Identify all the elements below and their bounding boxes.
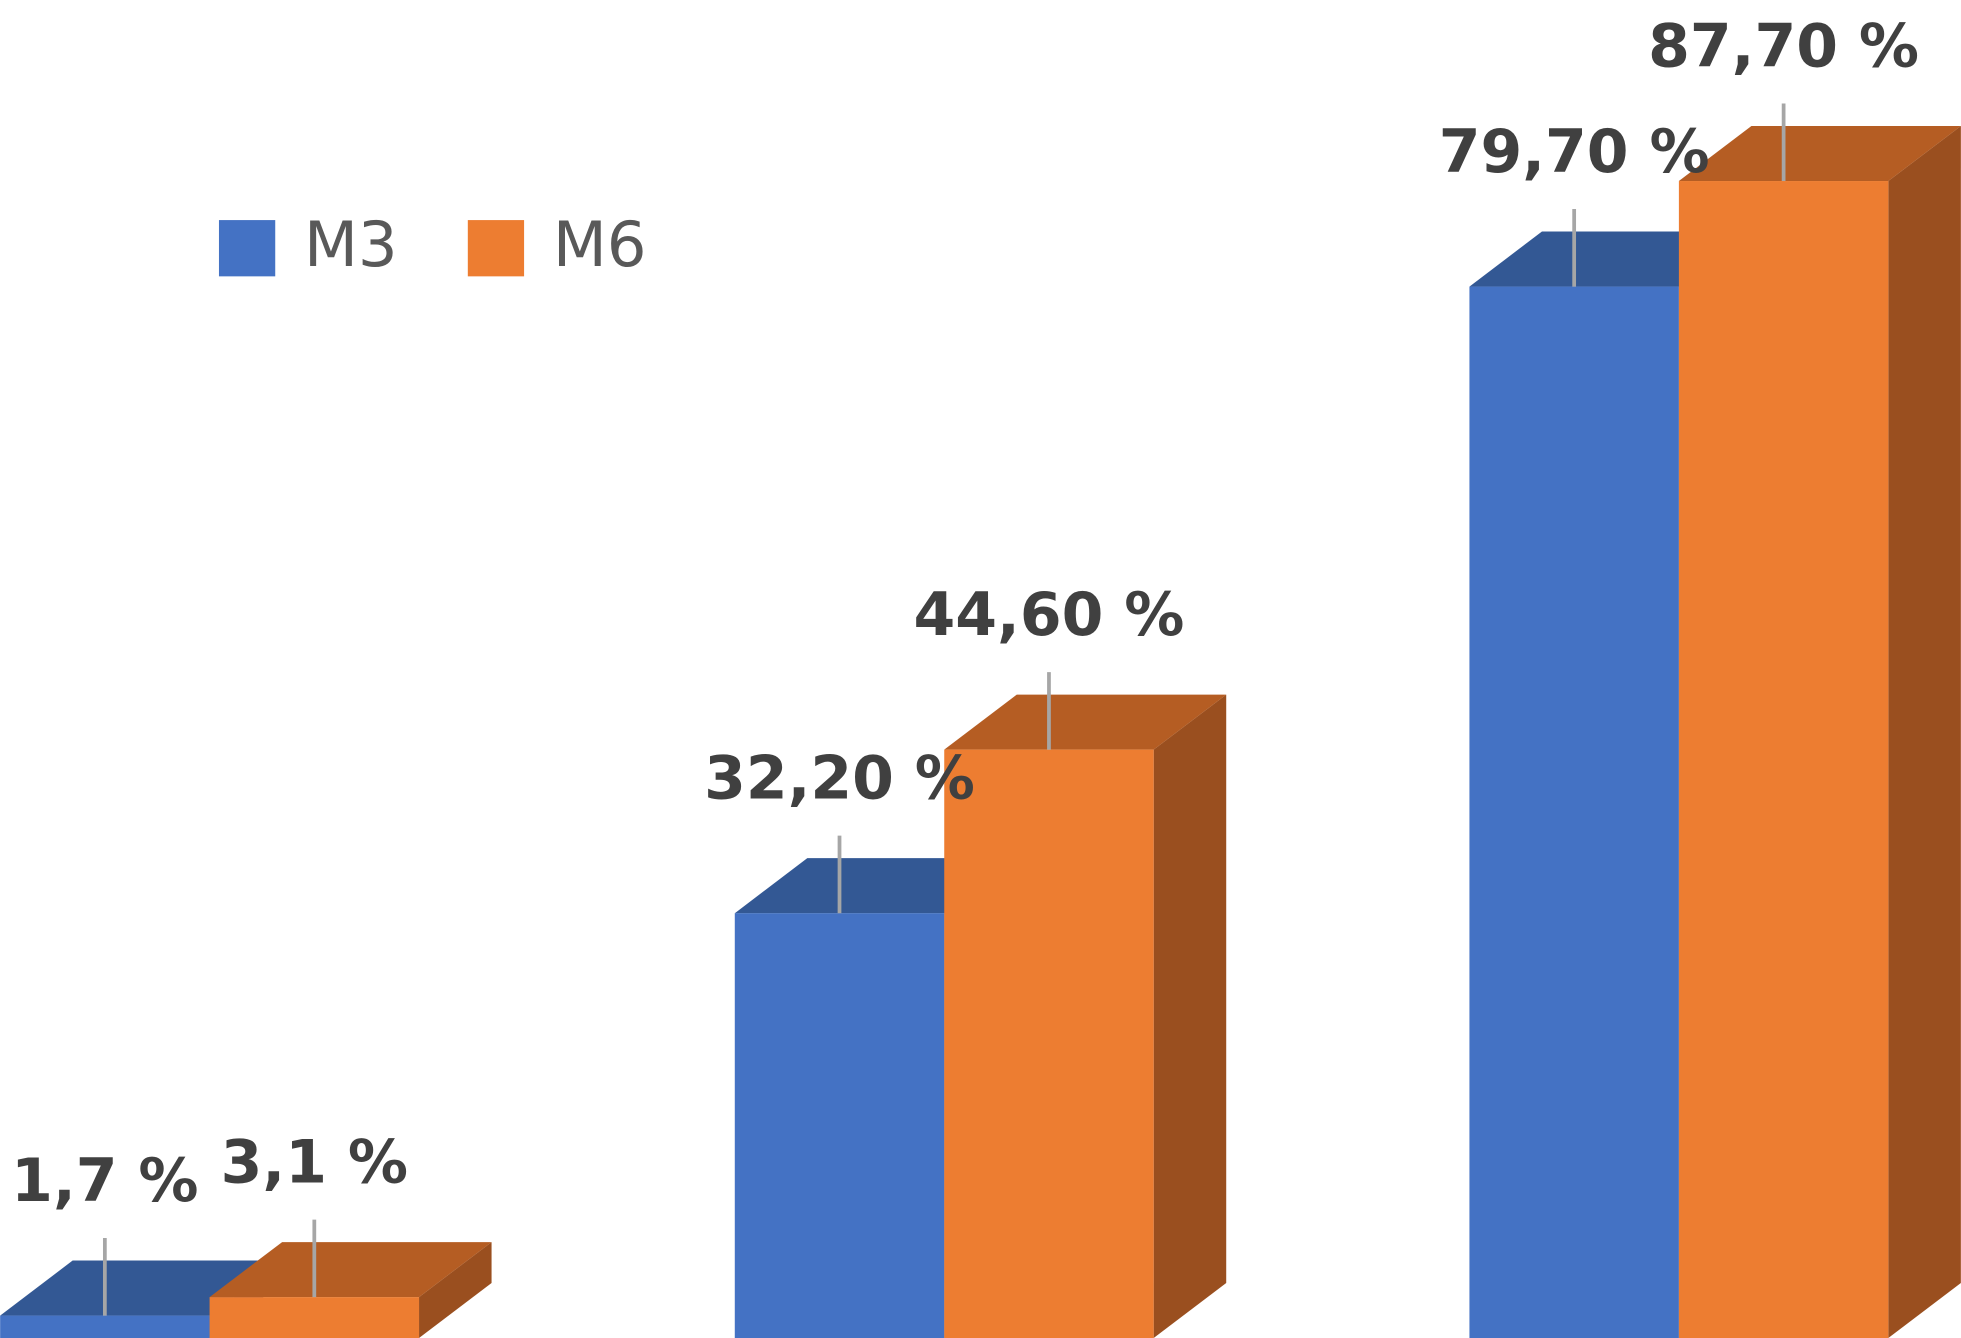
bar	[0, 1315, 210, 1338]
bar-top	[1678, 126, 1961, 182]
bar-top	[209, 1242, 492, 1298]
bar	[1469, 286, 1679, 1338]
value-label: 3,1 %	[221, 1127, 408, 1197]
value-label: 87,70 %	[1648, 11, 1919, 81]
bar-side	[1888, 126, 1961, 1338]
bar-side	[1153, 694, 1227, 1338]
value-label: 44,60 %	[914, 580, 1185, 650]
legend-swatch	[218, 220, 276, 277]
legend-swatch	[467, 220, 525, 277]
bar	[734, 913, 945, 1338]
legend-label: M6	[553, 208, 647, 281]
value-label: 1,7 %	[11, 1146, 198, 1216]
bar-top	[944, 694, 1227, 750]
bar	[209, 1297, 420, 1338]
bar-side	[419, 1242, 492, 1338]
legend-label: M3	[304, 208, 398, 281]
bar	[1678, 181, 1889, 1338]
bar	[944, 749, 1154, 1338]
value-label: 79,70 %	[1439, 117, 1710, 187]
value-label: 32,20 %	[704, 743, 975, 813]
